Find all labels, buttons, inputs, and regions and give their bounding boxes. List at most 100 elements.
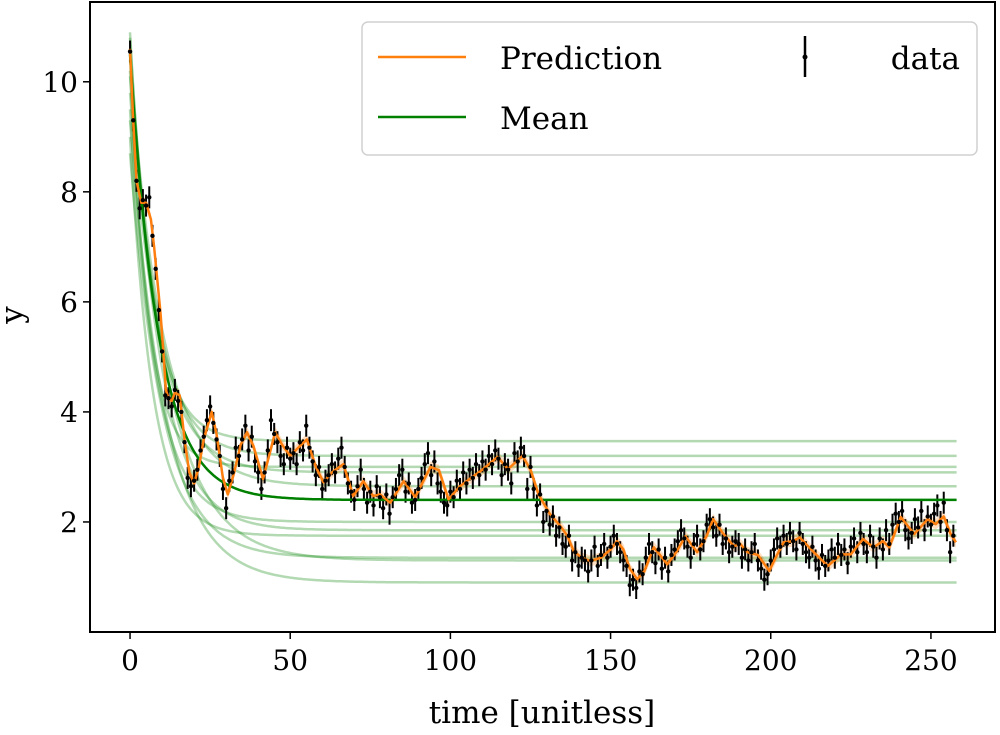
y-tick-label: 6 — [60, 286, 78, 319]
data-point — [701, 539, 706, 544]
data-point — [137, 206, 142, 211]
data-point — [384, 492, 389, 497]
data-point — [887, 541, 892, 547]
data-point — [675, 539, 681, 544]
data-point — [127, 49, 133, 54]
data-point — [428, 472, 434, 478]
data-point — [191, 478, 197, 483]
data-point — [268, 417, 274, 423]
data-point — [730, 544, 735, 549]
data-point — [188, 483, 194, 489]
data-point — [598, 552, 604, 558]
data-point — [842, 547, 847, 552]
data-point — [819, 552, 825, 558]
data-point — [182, 439, 187, 445]
data-point — [377, 494, 383, 500]
data-point — [710, 525, 716, 530]
data-point — [147, 195, 152, 200]
data-point — [685, 544, 690, 549]
data-point — [867, 533, 873, 538]
data-point — [207, 404, 213, 409]
data-point — [832, 555, 838, 560]
data-point — [163, 393, 168, 398]
sample-curve-7 — [128, 136, 957, 537]
data-point — [393, 486, 399, 492]
data-point — [909, 530, 914, 536]
data-point — [368, 489, 373, 494]
data-point — [416, 486, 421, 492]
data-point — [255, 470, 261, 475]
data-point — [380, 506, 386, 511]
data-point — [758, 566, 764, 571]
data-point — [595, 563, 600, 569]
data-point — [169, 404, 174, 409]
data-point — [272, 431, 277, 437]
data-point — [409, 500, 415, 505]
data-point — [396, 472, 402, 478]
y-tick-label: 10 — [42, 66, 78, 99]
data-point — [563, 544, 568, 549]
data-point — [704, 522, 709, 527]
data-point — [576, 563, 581, 569]
data-point — [941, 500, 946, 505]
data-point — [316, 464, 322, 470]
data-point — [304, 423, 309, 428]
data-point — [938, 519, 943, 525]
data-point — [566, 533, 572, 538]
data-point — [262, 470, 267, 475]
data-point — [313, 472, 319, 478]
data-point — [627, 583, 632, 588]
data-point — [320, 486, 325, 492]
y-tick-label: 8 — [60, 176, 78, 209]
data-point — [790, 539, 796, 544]
data-point — [211, 420, 216, 426]
data-point — [592, 544, 597, 549]
data-point — [550, 514, 556, 519]
data-point — [931, 511, 937, 516]
legend-mean-label: Mean — [500, 101, 589, 137]
data-point — [348, 489, 354, 494]
data-point — [358, 467, 363, 472]
data-point — [243, 423, 248, 428]
data-point — [515, 459, 520, 464]
data-point — [457, 486, 463, 492]
data-point — [653, 561, 658, 566]
y-tick-label: 2 — [60, 506, 78, 539]
data-point — [765, 572, 770, 577]
data-point — [617, 550, 623, 555]
data-point — [573, 550, 578, 555]
data-point — [486, 453, 492, 459]
data-point — [781, 533, 786, 538]
data-point — [608, 544, 613, 549]
data-point — [259, 486, 264, 492]
data-point — [637, 569, 642, 574]
data-point — [489, 461, 495, 467]
sample-curve-3 — [128, 92, 957, 474]
data-point — [691, 541, 697, 547]
data-point — [935, 503, 940, 508]
data-point — [557, 525, 562, 530]
data-point — [166, 395, 171, 401]
data-point — [509, 481, 514, 486]
sample-curve-4 — [128, 59, 957, 488]
x-axis-label: time [unitless] — [429, 695, 656, 731]
legend-data-marker — [802, 54, 808, 60]
data-point — [336, 456, 341, 461]
data-point — [156, 307, 162, 313]
data-point — [723, 536, 729, 541]
data-point — [839, 552, 844, 558]
data-point — [672, 547, 677, 552]
data-point — [438, 489, 443, 494]
data-point — [400, 467, 405, 472]
data-point — [198, 448, 203, 453]
data-point — [755, 558, 761, 563]
data-point — [915, 525, 921, 530]
data-point — [265, 448, 270, 453]
data-point — [778, 544, 783, 549]
data-point — [662, 555, 668, 560]
data-point — [656, 547, 661, 552]
data-point — [159, 349, 165, 354]
data-point — [390, 494, 395, 500]
data-point — [435, 481, 440, 486]
data-point — [739, 555, 745, 560]
